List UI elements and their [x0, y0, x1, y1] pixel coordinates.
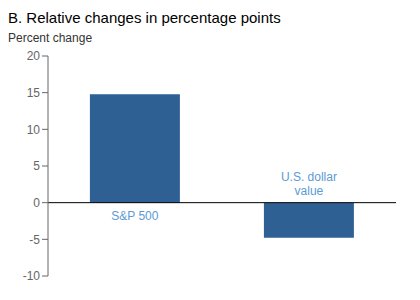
- svg-text:-10: -10: [23, 269, 41, 283]
- svg-text:10: 10: [27, 123, 41, 137]
- svg-text:U.S. dollarvalue: U.S. dollarvalue: [281, 170, 337, 198]
- html-text:Percent change: Percent change: [8, 31, 93, 45]
- svg-text:S&P 500: S&P 500: [111, 209, 158, 223]
- html-text:B. Relative changes in percent: B. Relative changes in percentage points: [8, 9, 281, 26]
- svg-text:0: 0: [33, 196, 40, 210]
- svg-text:5: 5: [33, 159, 40, 173]
- svg-text:20: 20: [27, 49, 41, 63]
- svg-text:-5: -5: [29, 233, 40, 247]
- svg-text:15: 15: [27, 86, 41, 100]
